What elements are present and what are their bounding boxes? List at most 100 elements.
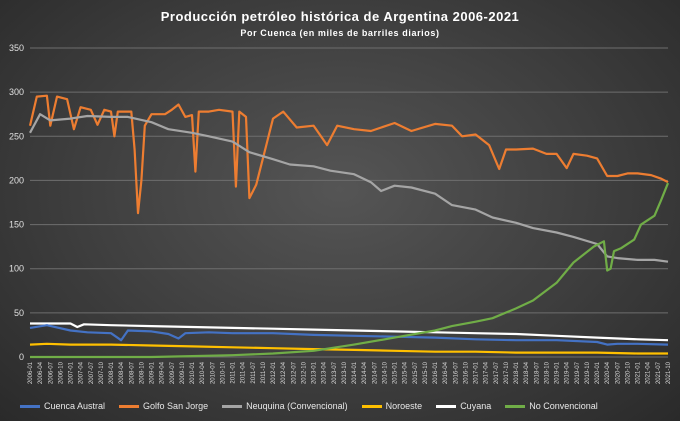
x-tick-label: 2007-04 xyxy=(79,361,85,384)
x-tick-label: 2016-01 xyxy=(433,361,439,384)
x-tick-label: 2014-04 xyxy=(362,361,368,384)
x-tick-label: 2017-04 xyxy=(484,361,490,384)
legend-swatch xyxy=(505,404,526,408)
y-tick-label: 200 xyxy=(9,175,24,185)
x-tick-label: 2006-10 xyxy=(58,361,64,384)
legend-swatch xyxy=(436,404,457,408)
x-tick-label: 2019-07 xyxy=(575,361,581,384)
x-tick-label: 2021-10 xyxy=(666,361,672,384)
x-tick-label: 2018-10 xyxy=(544,361,550,384)
legend: Cuenca Austral Golfo San Jorge Neuquina (C… xyxy=(20,399,680,413)
x-tick-label: 2017-01 xyxy=(474,361,480,384)
series-line-neuquina-convencional xyxy=(29,113,669,263)
gridlines xyxy=(30,47,668,358)
x-tick-label: 2009-04 xyxy=(160,361,166,384)
chart-subtitle: Por Cuenca (en miles de barriles diarios… xyxy=(240,28,440,38)
x-tick-label: 2007-07 xyxy=(89,361,95,384)
x-tick-label: 2010-10 xyxy=(220,361,226,384)
legend-label: No Convencional xyxy=(529,401,598,411)
x-tick-label: 2006-01 xyxy=(28,361,34,384)
x-tick-label: 2021-04 xyxy=(646,361,652,384)
x-tick-label: 2015-10 xyxy=(423,361,429,384)
x-tick-label: 2008-10 xyxy=(139,361,145,384)
x-tick-label: 2007-01 xyxy=(69,361,75,384)
x-tick-label: 2009-07 xyxy=(170,361,176,384)
legend-item: Neuquina (Convencional) xyxy=(222,401,348,411)
x-tick-label: 2021-07 xyxy=(656,361,662,384)
x-tick-label: 2011-07 xyxy=(251,361,257,383)
x-tick-label: 2018-04 xyxy=(524,361,530,384)
y-axis: 0 50 100 150 200 250 300 350 xyxy=(9,43,24,362)
x-tick-label: 2011-04 xyxy=(241,361,247,383)
x-tick-label: 2008-01 xyxy=(109,361,115,384)
x-tick-label: 2018-07 xyxy=(534,361,540,384)
x-tick-label: 2012-04 xyxy=(281,361,287,384)
legend-label: Golfo San Jorge xyxy=(143,401,209,411)
x-tick-label: 2014-01 xyxy=(352,361,358,384)
legend-swatch xyxy=(119,404,140,408)
legend-label: Neuquina (Convencional) xyxy=(246,401,348,411)
y-tick-label: 100 xyxy=(9,264,24,274)
legend-label: Cuenca Austral xyxy=(44,401,106,411)
x-axis: 2006-01 2006-04 2006-07 2006-10 2007-01 2007-… xyxy=(28,361,672,384)
x-tick-label: 2014-07 xyxy=(372,361,378,384)
x-tick-label: 2012-01 xyxy=(271,361,277,384)
series-line-cuenca-austral xyxy=(29,324,669,346)
x-tick-label: 2009-01 xyxy=(150,361,156,384)
series-line-golfo-san-jorge xyxy=(28,94,669,215)
x-tick-label: 2010-04 xyxy=(200,361,206,384)
series-line-cuyana xyxy=(30,322,669,342)
legend-item: No Convencional xyxy=(505,401,598,411)
x-tick-label: 2017-10 xyxy=(504,361,510,384)
x-tick-label: 2015-04 xyxy=(403,361,409,384)
x-tick-label: 2007-10 xyxy=(99,361,105,384)
x-tick-label: 2019-01 xyxy=(555,361,561,384)
x-tick-label: 2020-07 xyxy=(615,361,621,384)
legend-swatch xyxy=(222,404,243,408)
x-tick-label: 2016-07 xyxy=(453,361,459,384)
x-tick-label: 2020-04 xyxy=(605,361,611,384)
x-tick-label: 2013-10 xyxy=(342,361,348,384)
chart-title: Producción petróleo histórica de Argenti… xyxy=(160,9,520,24)
y-tick-label: 300 xyxy=(9,87,24,97)
x-tick-label: 2016-10 xyxy=(463,361,469,384)
y-tick-label: 250 xyxy=(9,131,24,141)
x-tick-label: 2011-01 xyxy=(231,361,237,383)
x-tick-label: 2020-01 xyxy=(595,361,601,384)
x-tick-label: 2020-10 xyxy=(625,361,631,384)
x-tick-label: 2017-07 xyxy=(494,361,500,384)
series-line-noroeste xyxy=(29,342,668,355)
x-tick-label: 2006-07 xyxy=(48,361,54,384)
x-tick-label: 2019-04 xyxy=(565,361,571,384)
x-tick-label: 2010-07 xyxy=(210,361,216,384)
legend-swatch xyxy=(361,404,382,408)
legend-label: Cuyana xyxy=(460,401,492,411)
y-tick-label: 350 xyxy=(9,43,24,53)
x-tick-label: 2012-07 xyxy=(291,361,297,384)
y-tick-label: 0 xyxy=(19,352,24,362)
x-tick-label: 2009-10 xyxy=(180,361,186,384)
x-tick-label: 2021-01 xyxy=(636,361,642,384)
x-tick-label: 2013-04 xyxy=(322,361,328,384)
series-lines xyxy=(28,94,670,359)
legend-label: Noroeste xyxy=(385,401,423,411)
x-tick-label: 2019-10 xyxy=(585,361,591,384)
x-tick-label: 2010-01 xyxy=(190,361,196,384)
x-tick-label: 2008-04 xyxy=(119,361,125,384)
legend-swatch xyxy=(20,404,40,408)
x-tick-label: 2011-10 xyxy=(261,361,267,383)
x-tick-label: 2015-01 xyxy=(393,361,399,384)
legend-item: Cuenca Austral xyxy=(20,401,105,411)
x-tick-label: 2012-10 xyxy=(301,361,307,384)
x-tick-label: 2008-07 xyxy=(129,361,135,384)
x-tick-label: 2006-04 xyxy=(38,361,44,384)
legend-item: Golfo San Jorge xyxy=(119,401,208,411)
x-tick-label: 2016-04 xyxy=(443,361,449,384)
y-tick-label: 150 xyxy=(9,220,24,230)
legend-item: Cuyana xyxy=(436,401,491,411)
x-tick-label: 2013-07 xyxy=(332,361,338,384)
x-tick-label: 2015-07 xyxy=(413,361,419,384)
x-tick-label: 2014-10 xyxy=(382,361,388,384)
